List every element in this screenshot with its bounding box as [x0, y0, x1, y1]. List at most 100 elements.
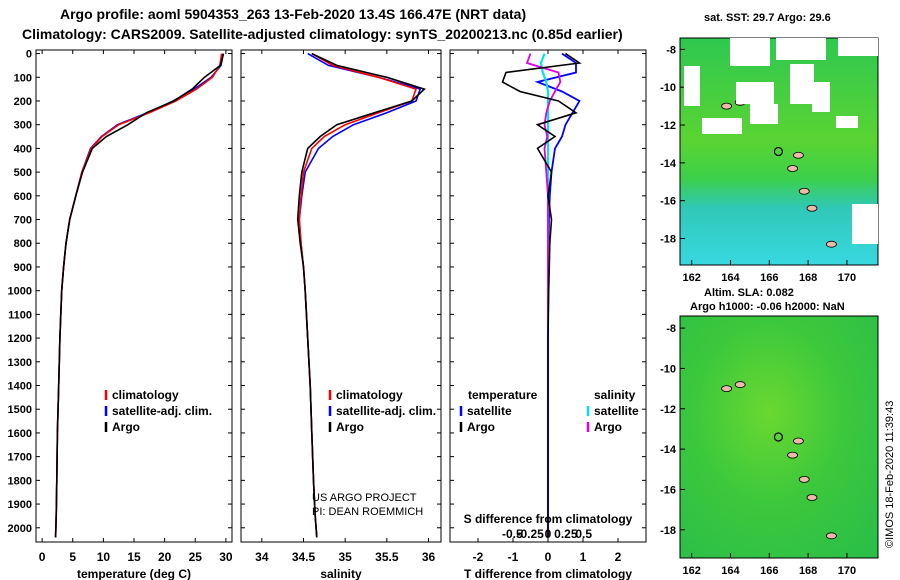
- depth-tick-label: 800: [14, 238, 32, 250]
- island-shape: [787, 451, 798, 459]
- sla-map-xtick-label: 168: [799, 565, 817, 577]
- diff-legend-s-label: satellite: [594, 404, 639, 418]
- salinity-diff-tick-label: 0.25: [554, 527, 578, 541]
- temperature-xtick-label: 30: [219, 550, 233, 564]
- temperature-xtick-label: 0: [39, 550, 46, 564]
- sst-missing-data: [838, 38, 878, 56]
- temperature-frame: [35, 49, 233, 543]
- sst-map-ytick-label: -18: [660, 234, 676, 246]
- temperature-panel: 0100200300400500600700800900100011001200…: [8, 49, 233, 580]
- sla-map-xtick-label: 166: [760, 565, 778, 577]
- temperature-diff-argo-line: [501, 52, 582, 538]
- sst-missing-data: [750, 104, 778, 124]
- depth-tick-label: 700: [14, 215, 32, 227]
- temperature-argo-line: [54, 53, 225, 538]
- sla-map-ytick-label: -10: [660, 363, 676, 375]
- sla-map-frame: [679, 315, 879, 559]
- depth-tick-label: 1000: [8, 286, 32, 298]
- depth-tick-label: 1500: [8, 404, 32, 416]
- temperature-xtick-label: 5: [69, 550, 76, 564]
- salinity-xtick-label: 36: [422, 550, 436, 564]
- sst-missing-data: [852, 204, 878, 244]
- sst-map-ytick-label: -8: [666, 44, 676, 56]
- sst-missing-data: [730, 38, 770, 66]
- sst-map-xtick-label: 162: [682, 272, 700, 284]
- depth-tick-label: 0: [26, 49, 32, 61]
- sst-missing-data: [736, 82, 774, 104]
- difference-xtick-label: 2: [615, 550, 622, 564]
- sla-map-ytick-label: -8: [666, 323, 676, 335]
- difference-xtick-label: 1: [580, 550, 587, 564]
- island-shape: [793, 151, 804, 159]
- diff-legend-t-label: Argo: [467, 420, 495, 434]
- island-shape: [806, 494, 818, 501]
- depth-tick-label: 1100: [8, 309, 32, 321]
- diff-legend-s-label: Argo: [594, 420, 622, 434]
- sla-map-xtick-label: 170: [838, 565, 856, 577]
- island-shape: [734, 381, 746, 388]
- temperature-xtick-label: 20: [158, 550, 172, 564]
- depth-tick-label: 900: [14, 262, 32, 274]
- sst-map-ytick-label: -16: [660, 196, 676, 208]
- temperature-xlabel: temperature (deg C): [77, 567, 191, 580]
- sst-map-xtick-label: 168: [799, 272, 817, 284]
- difference-xtick-label: 0: [545, 550, 552, 564]
- sla-map-ytick-label: -14: [660, 444, 677, 456]
- sst-map-ytick-label: -14: [660, 158, 677, 170]
- sst-missing-data: [776, 38, 826, 60]
- salinity-diff-tick-label: 0: [545, 527, 552, 541]
- difference-panel: -2 -1 0 1 2 T difference from climatology S di…: [449, 49, 647, 580]
- difference-xtick-label: -2: [473, 550, 484, 564]
- salinity-xtick-label: 35.5: [375, 550, 399, 564]
- map-panels: -8 -10 -12 -14 -16 -18 162 164 166 168 170 -8 -10 -12…: [660, 37, 879, 577]
- sst-map-ytick-label: -12: [660, 120, 676, 132]
- project-name: US ARGO PROJECT: [312, 492, 417, 504]
- depth-tick-label: 1300: [8, 357, 32, 369]
- sst-map-xtick-label: 166: [760, 272, 778, 284]
- sst-map-title: sat. SST: 29.7 Argo: 29.6: [704, 12, 831, 24]
- sst-missing-data: [812, 82, 830, 112]
- sst-missing-data: [836, 116, 858, 128]
- temperature-legend-label: climatology: [112, 388, 179, 402]
- depth-tick-label: 1600: [8, 428, 32, 440]
- island-shape: [798, 187, 810, 195]
- salinity-legend-label: climatology: [336, 388, 403, 402]
- sst-map-xtick-label: 170: [838, 272, 856, 284]
- island-shape: [787, 165, 798, 172]
- temperature-xtick-label: 10: [97, 550, 111, 564]
- temperature-legend-label: Argo: [112, 420, 140, 434]
- salinity-panel: 34 34.5 35 35.5 36 salinity climatology satelli…: [240, 49, 442, 580]
- depth-tick-label: 1400: [8, 381, 32, 393]
- sst-missing-data: [702, 118, 742, 134]
- salinity-diff-tick-label: -0.5: [502, 527, 523, 541]
- sla-map-ytick-label: -16: [660, 484, 676, 496]
- island-shape: [793, 437, 804, 445]
- diff-legend-temperature-head: temperature: [468, 388, 538, 402]
- salinity-xtick-label: 34.5: [292, 550, 316, 564]
- salinity-diff-tick-label: -0.25: [516, 527, 544, 541]
- sst-map-ytick-label: -10: [660, 82, 676, 94]
- diff-legend-salinity-head: salinity: [594, 388, 636, 402]
- sla-map-title1: Altim. SLA: 0.082: [704, 287, 794, 299]
- difference-xlabel: T difference from climatology: [464, 567, 632, 580]
- salinity-argo-line: [296, 52, 426, 538]
- sst-argo-location-marker: [773, 146, 784, 157]
- sst-map-xtick-label: 164: [721, 272, 740, 284]
- temperature-xtick-label: 15: [127, 550, 141, 564]
- sla-map-ytick-label: -18: [660, 525, 676, 537]
- depth-tick-label: 500: [14, 167, 32, 179]
- sla-map-title2: Argo h1000: -0.06 h2000: NaN: [690, 301, 845, 313]
- depth-tick-label: 1200: [8, 333, 32, 345]
- imos-credit: ©IMOS 18-Feb-2020 11:39:43: [884, 400, 896, 548]
- depth-tick-label: 1900: [8, 499, 32, 511]
- sla-map-ytick-label: -12: [660, 404, 676, 416]
- depth-tick-label: 1700: [8, 452, 32, 464]
- salinity-diff-tick-label: 0.5: [575, 527, 592, 541]
- temperature-legend-label: satellite-adj. clim.: [112, 404, 212, 418]
- salinity-diff-title: S difference from climatology: [464, 512, 633, 526]
- sla-map-xtick-label: 162: [682, 565, 700, 577]
- sst-map-frame: [679, 37, 879, 266]
- project-credit: US ARGO PROJECT PI: DEAN ROEMMICH: [312, 491, 423, 519]
- depth-tick-label: 600: [14, 191, 32, 203]
